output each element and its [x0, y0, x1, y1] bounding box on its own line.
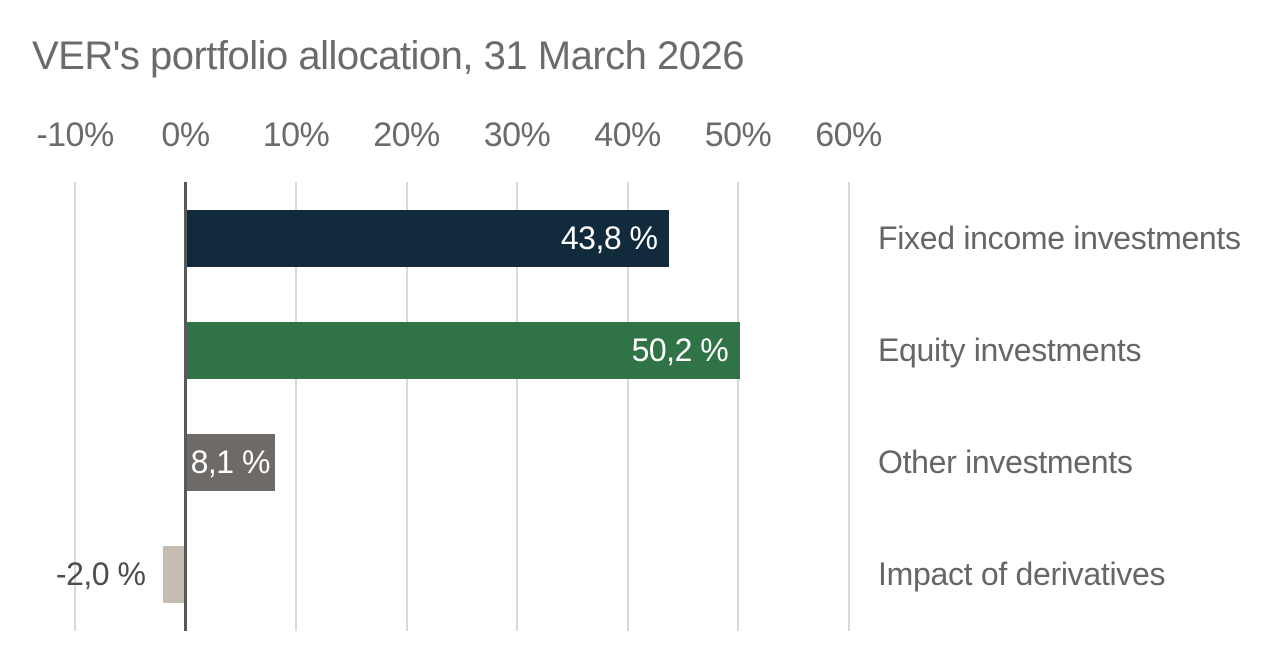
x-tick-label: 60% [815, 116, 882, 154]
bar-equity-investments [185, 321, 741, 379]
x-tick-label: 10% [262, 116, 330, 154]
category-label-other-investments: Other investments [878, 444, 1133, 481]
zero-axis-line [184, 182, 187, 631]
value-label-impact-of-derivatives: -2,0 % [55, 556, 146, 593]
gridline [74, 182, 76, 631]
gridline [405, 182, 408, 631]
x-tick-label: 40% [594, 116, 661, 154]
category-label-impact-of-derivatives: Impact of derivatives [878, 556, 1166, 593]
gridline [516, 182, 518, 631]
bar-impact-of-derivatives [163, 546, 186, 604]
x-tick-label: 30% [483, 116, 551, 154]
value-label-other-investments: 8,1 % [190, 444, 271, 481]
bar-other-investments [185, 434, 275, 492]
bar-fixed-income-investments [185, 209, 670, 267]
x-tick-label: 0% [161, 116, 210, 154]
category-label-fixed-income-investments: Fixed income investments [878, 219, 1241, 256]
value-label-fixed-income-investments: 43,8 % [560, 219, 658, 256]
value-label-equity-investments: 50,2 % [631, 331, 729, 368]
x-tick-label: 50% [704, 116, 772, 154]
gridline [626, 182, 629, 631]
category-label-equity-investments: Equity investments [878, 331, 1142, 368]
gridline [737, 182, 739, 631]
gridline [847, 182, 850, 631]
gridline [295, 182, 297, 631]
chart-title: VER's portfolio allocation, 31 March 202… [32, 34, 744, 78]
x-tick-label: -10% [36, 116, 114, 154]
x-tick-label: 20% [373, 116, 440, 154]
